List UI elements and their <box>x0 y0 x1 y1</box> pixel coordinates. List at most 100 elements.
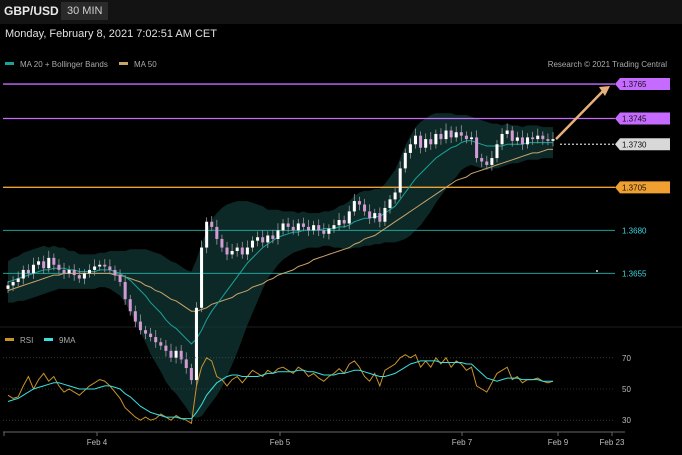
candle <box>439 128 443 145</box>
candle <box>469 131 474 145</box>
candle <box>47 250 51 273</box>
candle <box>500 128 504 150</box>
candle <box>113 265 117 281</box>
price-label-1.3730: 1.3730 <box>622 140 647 149</box>
candle <box>189 363 193 385</box>
candle <box>327 224 331 240</box>
candle <box>179 345 183 364</box>
candle <box>184 352 188 374</box>
x-label: Feb 4 <box>87 438 108 447</box>
candle <box>520 130 524 150</box>
arrow-shaft <box>555 89 605 140</box>
credit-text: Research © 2021 Trading Central <box>548 60 668 69</box>
legend-swatch-ma50 <box>119 62 128 65</box>
candle <box>235 243 239 257</box>
candle <box>398 161 402 199</box>
candle <box>240 241 244 259</box>
candle <box>459 125 463 142</box>
candle <box>485 155 489 170</box>
x-label: Feb 23 <box>600 438 625 447</box>
candle <box>337 212 341 231</box>
candle <box>296 219 300 237</box>
candle <box>271 229 275 244</box>
rsi-tick-70: 70 <box>622 354 631 363</box>
x-axis-labels: Feb 4 Feb 5 Feb 7 Feb 9 Feb 23 <box>87 432 625 447</box>
datetime-label: Monday, February 8, 2021 7:02:51 AM CET <box>5 28 217 40</box>
candle <box>108 259 112 275</box>
candle <box>383 200 387 227</box>
candle <box>434 129 438 149</box>
price-label-1.3705: 1.3705 <box>622 183 647 192</box>
candle <box>475 130 479 163</box>
candle <box>164 339 168 357</box>
price-label-1.3765: 1.3765 <box>622 80 647 89</box>
candle <box>342 215 346 228</box>
candle <box>373 208 377 223</box>
candle <box>149 327 153 342</box>
candle <box>250 236 254 252</box>
candle <box>118 269 122 287</box>
candle <box>551 132 555 147</box>
legend-ma50: MA 50 <box>134 60 157 69</box>
legend-swatch-ma20 <box>5 62 14 65</box>
candle <box>261 230 265 247</box>
candle <box>11 276 15 292</box>
candle <box>515 131 519 146</box>
candle <box>67 265 71 278</box>
candle <box>352 194 356 216</box>
legend-rsi: RSI <box>20 336 33 345</box>
candle <box>480 153 484 168</box>
legend-swatch-rsi <box>5 338 14 341</box>
x-label: Feb 7 <box>452 438 473 447</box>
rsi-line <box>7 353 554 425</box>
candle <box>62 262 66 280</box>
candle <box>220 234 224 252</box>
price-tag-1.3705 <box>615 181 670 194</box>
candle <box>505 123 509 139</box>
price-tag-1.3745 <box>615 112 670 125</box>
arrow-head <box>599 86 610 97</box>
candle <box>52 253 56 271</box>
candle <box>322 223 326 239</box>
legend-ma20: MA 20 + Bollinger Bands <box>20 60 108 69</box>
ma50-line <box>7 148 553 312</box>
candle <box>31 257 35 280</box>
candle <box>464 131 468 144</box>
candle <box>495 139 499 163</box>
rsi-ma-line <box>7 360 553 420</box>
candle <box>169 343 173 363</box>
candle <box>128 294 132 316</box>
candle <box>526 133 530 149</box>
candles <box>6 123 555 386</box>
rsi-tick-30: 30 <box>622 416 631 425</box>
candle <box>21 265 25 285</box>
candle <box>388 195 392 214</box>
candle <box>194 302 198 386</box>
legend-swatch-9ma <box>44 338 53 341</box>
candle <box>546 133 550 146</box>
candle <box>368 204 372 224</box>
candle <box>408 138 412 159</box>
candle <box>317 219 321 237</box>
candle <box>87 264 92 278</box>
candle <box>72 264 76 281</box>
candle <box>93 259 97 276</box>
candle <box>144 325 148 340</box>
candle <box>536 128 540 144</box>
bollinger-bands <box>8 113 553 418</box>
candle <box>159 337 163 350</box>
candle <box>286 217 290 233</box>
candle <box>393 186 397 204</box>
candle <box>449 126 453 144</box>
candle <box>6 281 10 294</box>
price-levels: 1.3765 1.3745 1.3730 1.3705 1.3680 1.3655 <box>3 78 670 278</box>
candle <box>210 216 214 232</box>
candle <box>57 259 61 275</box>
timeframe-button[interactable]: 30 MIN <box>61 2 109 20</box>
candle <box>200 240 204 313</box>
candle <box>16 271 20 287</box>
rsi-tick-50: 50 <box>622 385 631 394</box>
stray-dot <box>596 270 598 272</box>
candle <box>123 274 127 305</box>
